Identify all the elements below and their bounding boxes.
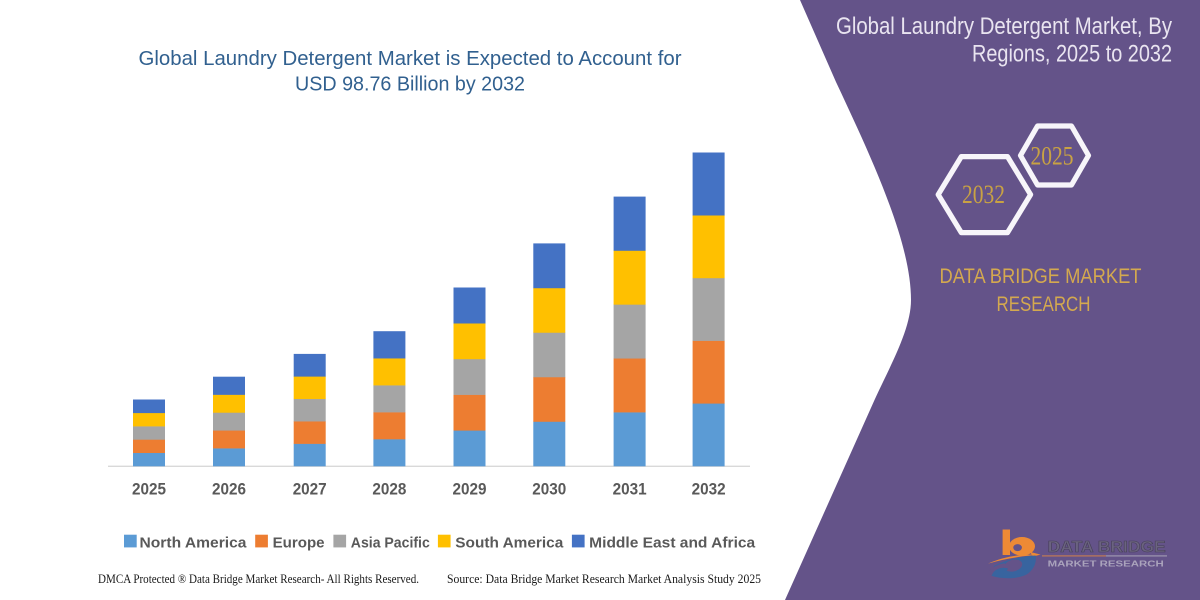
svg-text:2029: 2029 [453,480,487,499]
svg-text:2027: 2027 [293,480,327,499]
svg-text:2025: 2025 [132,480,166,499]
svg-text:Global Laundry Detergent Marke: Global Laundry Detergent Market is Expec… [139,48,682,70]
svg-text:2028: 2028 [372,480,406,499]
svg-text:USD 98.76 Billion by 2032: USD 98.76 Billion by 2032 [295,74,525,96]
svg-text:DATA BRIDGE: DATA BRIDGE [1048,539,1166,556]
svg-text:2030: 2030 [532,480,566,499]
svg-text:2026: 2026 [212,480,246,499]
svg-text:2032: 2032 [692,480,726,499]
svg-text:DATA BRIDGE MARKET: DATA BRIDGE MARKET [940,265,1142,288]
svg-text:South America: South America [455,534,564,551]
svg-text:2025: 2025 [1031,142,1074,171]
svg-text:DMCA Protected ® Data Bridge M: DMCA Protected ® Data Bridge Market Rese… [98,571,419,586]
svg-text:Asia Pacific: Asia Pacific [351,534,430,551]
svg-text:Global Laundry Detergent Marke: Global Laundry Detergent Market, By [836,13,1172,40]
svg-text:Middle East and Africa: Middle East and Africa [589,534,756,551]
svg-text:North America: North America [140,534,248,551]
svg-text:Source: Data Bridge Market Res: Source: Data Bridge Market Research Mark… [447,571,761,586]
svg-text:Europe: Europe [273,534,325,551]
svg-text:2032: 2032 [962,180,1005,209]
svg-text:Regions, 2025 to 2032: Regions, 2025 to 2032 [972,41,1172,68]
svg-text:2031: 2031 [613,480,647,499]
svg-text:MARKET RESEARCH: MARKET RESEARCH [1048,559,1164,569]
svg-text:RESEARCH: RESEARCH [997,293,1091,316]
